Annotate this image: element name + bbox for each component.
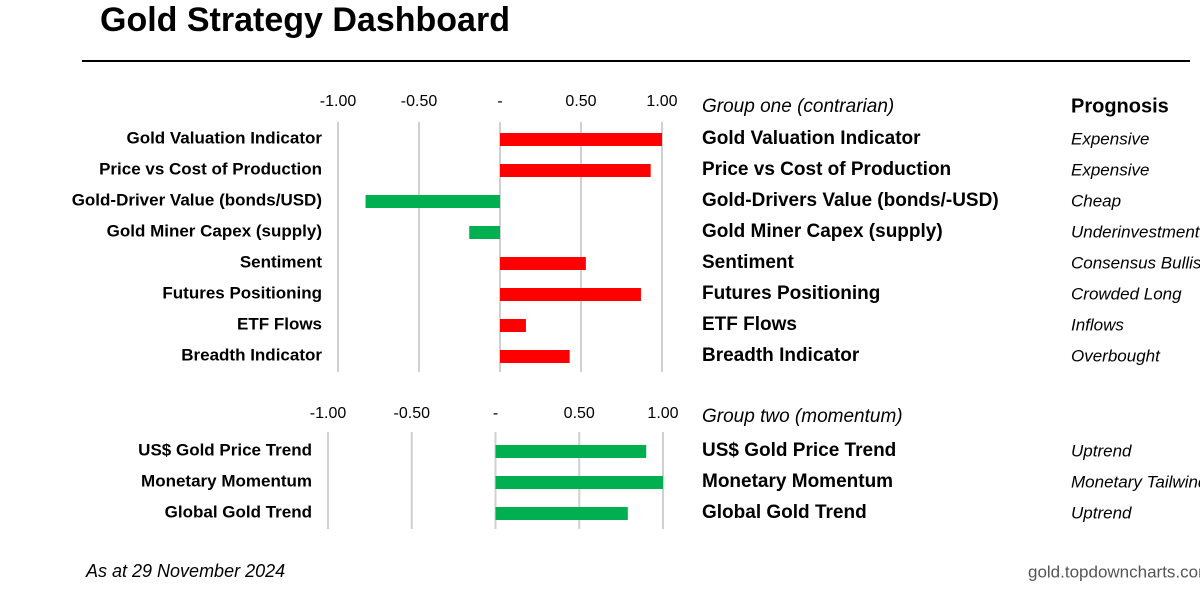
category-label: Monetary Momentum — [141, 471, 312, 490]
x-tick-label: 1.00 — [647, 405, 678, 422]
category-label: Gold Valuation Indicator — [126, 128, 322, 147]
x-tick-label: - — [497, 93, 502, 110]
bar — [500, 133, 662, 146]
category-label: US$ Gold Price Trend — [138, 440, 312, 459]
prognosis-label: Cheap — [1071, 191, 1121, 210]
prognosis-label: Monetary Tailwinds — [1071, 472, 1200, 491]
x-tick-label: 0.50 — [565, 93, 596, 110]
category-label: Sentiment — [240, 252, 323, 271]
signal-label: Gold Valuation Indicator — [702, 128, 921, 149]
bar — [495, 507, 628, 520]
x-tick-label: -1.00 — [320, 93, 357, 110]
category-label: Price vs Cost of Production — [99, 159, 322, 178]
signal-label: Sentiment — [702, 252, 795, 273]
signal-label: Global Gold Trend — [702, 502, 867, 523]
prognosis-label: Overbought — [1071, 346, 1161, 365]
x-tick-label: -1.00 — [310, 405, 347, 422]
bar — [495, 445, 647, 458]
x-tick-label: - — [493, 405, 498, 422]
prognosis-label: Underinvestment — [1071, 222, 1200, 241]
x-tick-label: 1.00 — [646, 93, 677, 110]
category-label: Breadth Indicator — [181, 345, 322, 364]
bar — [500, 319, 526, 332]
category-label: Global Gold Trend — [165, 502, 312, 521]
group-label: Group two (momentum) — [702, 406, 903, 427]
group-label: Group one (contrarian) — [702, 96, 894, 117]
signal-label: Breadth Indicator — [702, 345, 860, 366]
category-label: Gold-Driver Value (bonds/USD) — [72, 190, 322, 209]
bar — [500, 164, 651, 177]
bar — [500, 288, 641, 301]
x-tick-label: 0.50 — [564, 405, 595, 422]
signal-label: Monetary Momentum — [702, 471, 893, 492]
prognosis-label: Inflows — [1071, 315, 1124, 334]
bar — [365, 195, 500, 208]
category-label: Gold Miner Capex (supply) — [107, 221, 322, 240]
prognosis-label: Uptrend — [1071, 441, 1132, 460]
bar — [500, 350, 570, 363]
signal-label: Gold-Drivers Value (bonds/-USD) — [702, 190, 999, 211]
prognosis-label: Consensus Bullish — [1071, 253, 1200, 272]
bar — [500, 257, 586, 270]
category-label: Futures Positioning — [162, 283, 322, 302]
prognosis-label: Expensive — [1071, 160, 1149, 179]
prognosis-label: Expensive — [1071, 129, 1149, 148]
prognosis-label: Uptrend — [1071, 503, 1132, 522]
bar — [495, 476, 663, 489]
signal-label: Gold Miner Capex (supply) — [702, 221, 943, 242]
bar — [469, 226, 500, 239]
source: gold.topdowncharts.com — [1028, 562, 1200, 581]
title: Gold Strategy Dashboard — [100, 1, 510, 39]
signal-label: Price vs Cost of Production — [702, 159, 951, 180]
prognosis-header: Prognosis — [1071, 95, 1169, 117]
prognosis-label: Crowded Long — [1071, 284, 1182, 303]
note: As at 29 November 2024 — [85, 561, 285, 581]
x-tick-label: -0.50 — [401, 93, 438, 110]
signal-label: ETF Flows — [702, 314, 797, 335]
x-tick-label: -0.50 — [394, 405, 431, 422]
signal-label: Futures Positioning — [702, 283, 880, 304]
signal-label: US$ Gold Price Trend — [702, 440, 896, 461]
category-label: ETF Flows — [237, 314, 322, 333]
